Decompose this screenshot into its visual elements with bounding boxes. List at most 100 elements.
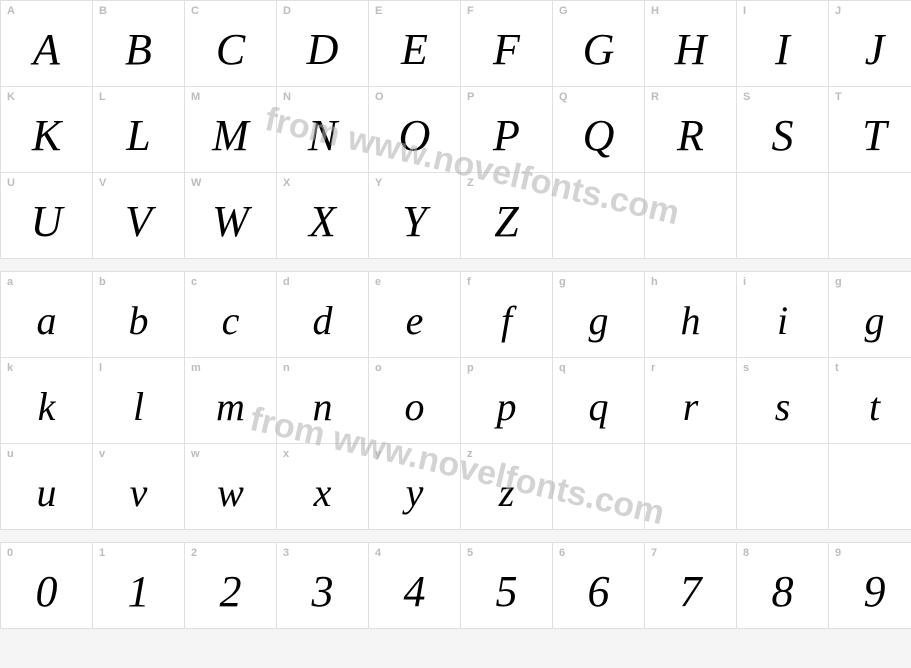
glyph-cell: rr <box>645 358 736 443</box>
cell-label: 6 <box>559 547 565 559</box>
cell-label: W <box>191 177 201 189</box>
glyph-cell: yy <box>369 444 460 529</box>
cell-label: 1 <box>99 547 105 559</box>
cell-glyph: e <box>406 301 424 341</box>
cell-glyph: t <box>869 387 880 427</box>
glyph-cell: 99 <box>829 543 911 628</box>
glyph-cell: TT <box>829 87 911 172</box>
cell-label: O <box>375 91 384 103</box>
cell-glyph: 3 <box>312 570 334 614</box>
cell-glyph: W <box>212 200 249 244</box>
cell-label: K <box>7 91 15 103</box>
glyph-cell: xx <box>277 444 368 529</box>
glyph-cell: pp <box>461 358 552 443</box>
cell-label: F <box>467 5 474 17</box>
glyph-cell: 55 <box>461 543 552 628</box>
glyph-cell: ii <box>737 272 828 357</box>
cell-label: Y <box>375 177 382 189</box>
cell-glyph: i <box>777 301 788 341</box>
cell-label: t <box>835 362 839 374</box>
cell-label: G <box>559 5 568 17</box>
cell-label: L <box>99 91 106 103</box>
cell-label: g <box>835 276 842 288</box>
cell-label: h <box>651 276 658 288</box>
cell-glyph: d <box>313 301 333 341</box>
cell-glyph: 6 <box>588 570 610 614</box>
cell-glyph: U <box>31 200 63 244</box>
glyph-cell: BB <box>93 1 184 86</box>
cell-label: C <box>191 5 199 17</box>
glyph-cell <box>645 173 736 258</box>
cell-glyph: V <box>125 200 152 244</box>
cell-glyph: Q <box>583 114 615 158</box>
glyph-cell: ee <box>369 272 460 357</box>
cell-glyph: w <box>217 473 244 513</box>
glyph-cell <box>645 444 736 529</box>
glyph-cell: 33 <box>277 543 368 628</box>
cell-glyph: s <box>775 387 791 427</box>
cell-label: c <box>191 276 197 288</box>
cell-label: k <box>7 362 13 374</box>
cell-label: U <box>7 177 15 189</box>
cell-glyph: k <box>38 387 56 427</box>
cell-glyph: q <box>589 387 609 427</box>
glyph-cell: AA <box>1 1 92 86</box>
glyph-cell: qq <box>553 358 644 443</box>
cell-glyph: b <box>129 301 149 341</box>
glyph-cell: JJ <box>829 1 911 86</box>
cell-label: X <box>283 177 290 189</box>
cell-label: N <box>283 91 291 103</box>
cell-glyph: C <box>216 28 245 72</box>
cell-glyph: x <box>314 473 332 513</box>
glyph-cell <box>737 444 828 529</box>
cell-label: y <box>375 448 381 460</box>
cell-label: M <box>191 91 200 103</box>
glyph-cell: zz <box>461 444 552 529</box>
cell-label: H <box>651 5 659 17</box>
glyph-cell: 22 <box>185 543 276 628</box>
cell-glyph: M <box>212 114 249 158</box>
glyph-cell: bb <box>93 272 184 357</box>
cell-label: A <box>7 5 15 17</box>
cell-label: 2 <box>191 547 197 559</box>
section-gap <box>0 259 911 271</box>
cell-label: R <box>651 91 659 103</box>
glyph-cell: ff <box>461 272 552 357</box>
cell-glyph: S <box>772 114 794 158</box>
cell-glyph: T <box>862 114 886 158</box>
glyph-cell <box>553 173 644 258</box>
glyph-cell <box>829 173 911 258</box>
glyph-cell: EE <box>369 1 460 86</box>
glyph-cell: FF <box>461 1 552 86</box>
glyph-cell: cc <box>185 272 276 357</box>
cell-label: f <box>467 276 471 288</box>
glyph-cell: NN <box>277 87 368 172</box>
glyph-cell: dd <box>277 272 368 357</box>
cell-glyph: I <box>775 28 790 72</box>
cell-label: e <box>375 276 381 288</box>
cell-label: g <box>559 276 566 288</box>
cell-glyph: y <box>406 473 424 513</box>
glyph-cell: HH <box>645 1 736 86</box>
cell-label: v <box>99 448 105 460</box>
glyph-cell: OO <box>369 87 460 172</box>
glyph-cell: WW <box>185 173 276 258</box>
cell-glyph: B <box>125 28 152 72</box>
glyph-cell: oo <box>369 358 460 443</box>
cell-glyph: H <box>675 28 707 72</box>
cell-label: 9 <box>835 547 841 559</box>
cell-label: z <box>467 448 473 460</box>
cell-glyph: 1 <box>128 570 150 614</box>
glyph-cell: ZZ <box>461 173 552 258</box>
cell-glyph: F <box>493 28 520 72</box>
glyph-cell: hh <box>645 272 736 357</box>
cell-label: P <box>467 91 474 103</box>
cell-label: 4 <box>375 547 381 559</box>
cell-label: B <box>99 5 107 17</box>
cell-glyph: R <box>677 114 704 158</box>
cell-glyph: z <box>499 473 515 513</box>
glyph-cell: mm <box>185 358 276 443</box>
cell-label: m <box>191 362 201 374</box>
glyph-cell: MM <box>185 87 276 172</box>
cell-label: b <box>99 276 106 288</box>
